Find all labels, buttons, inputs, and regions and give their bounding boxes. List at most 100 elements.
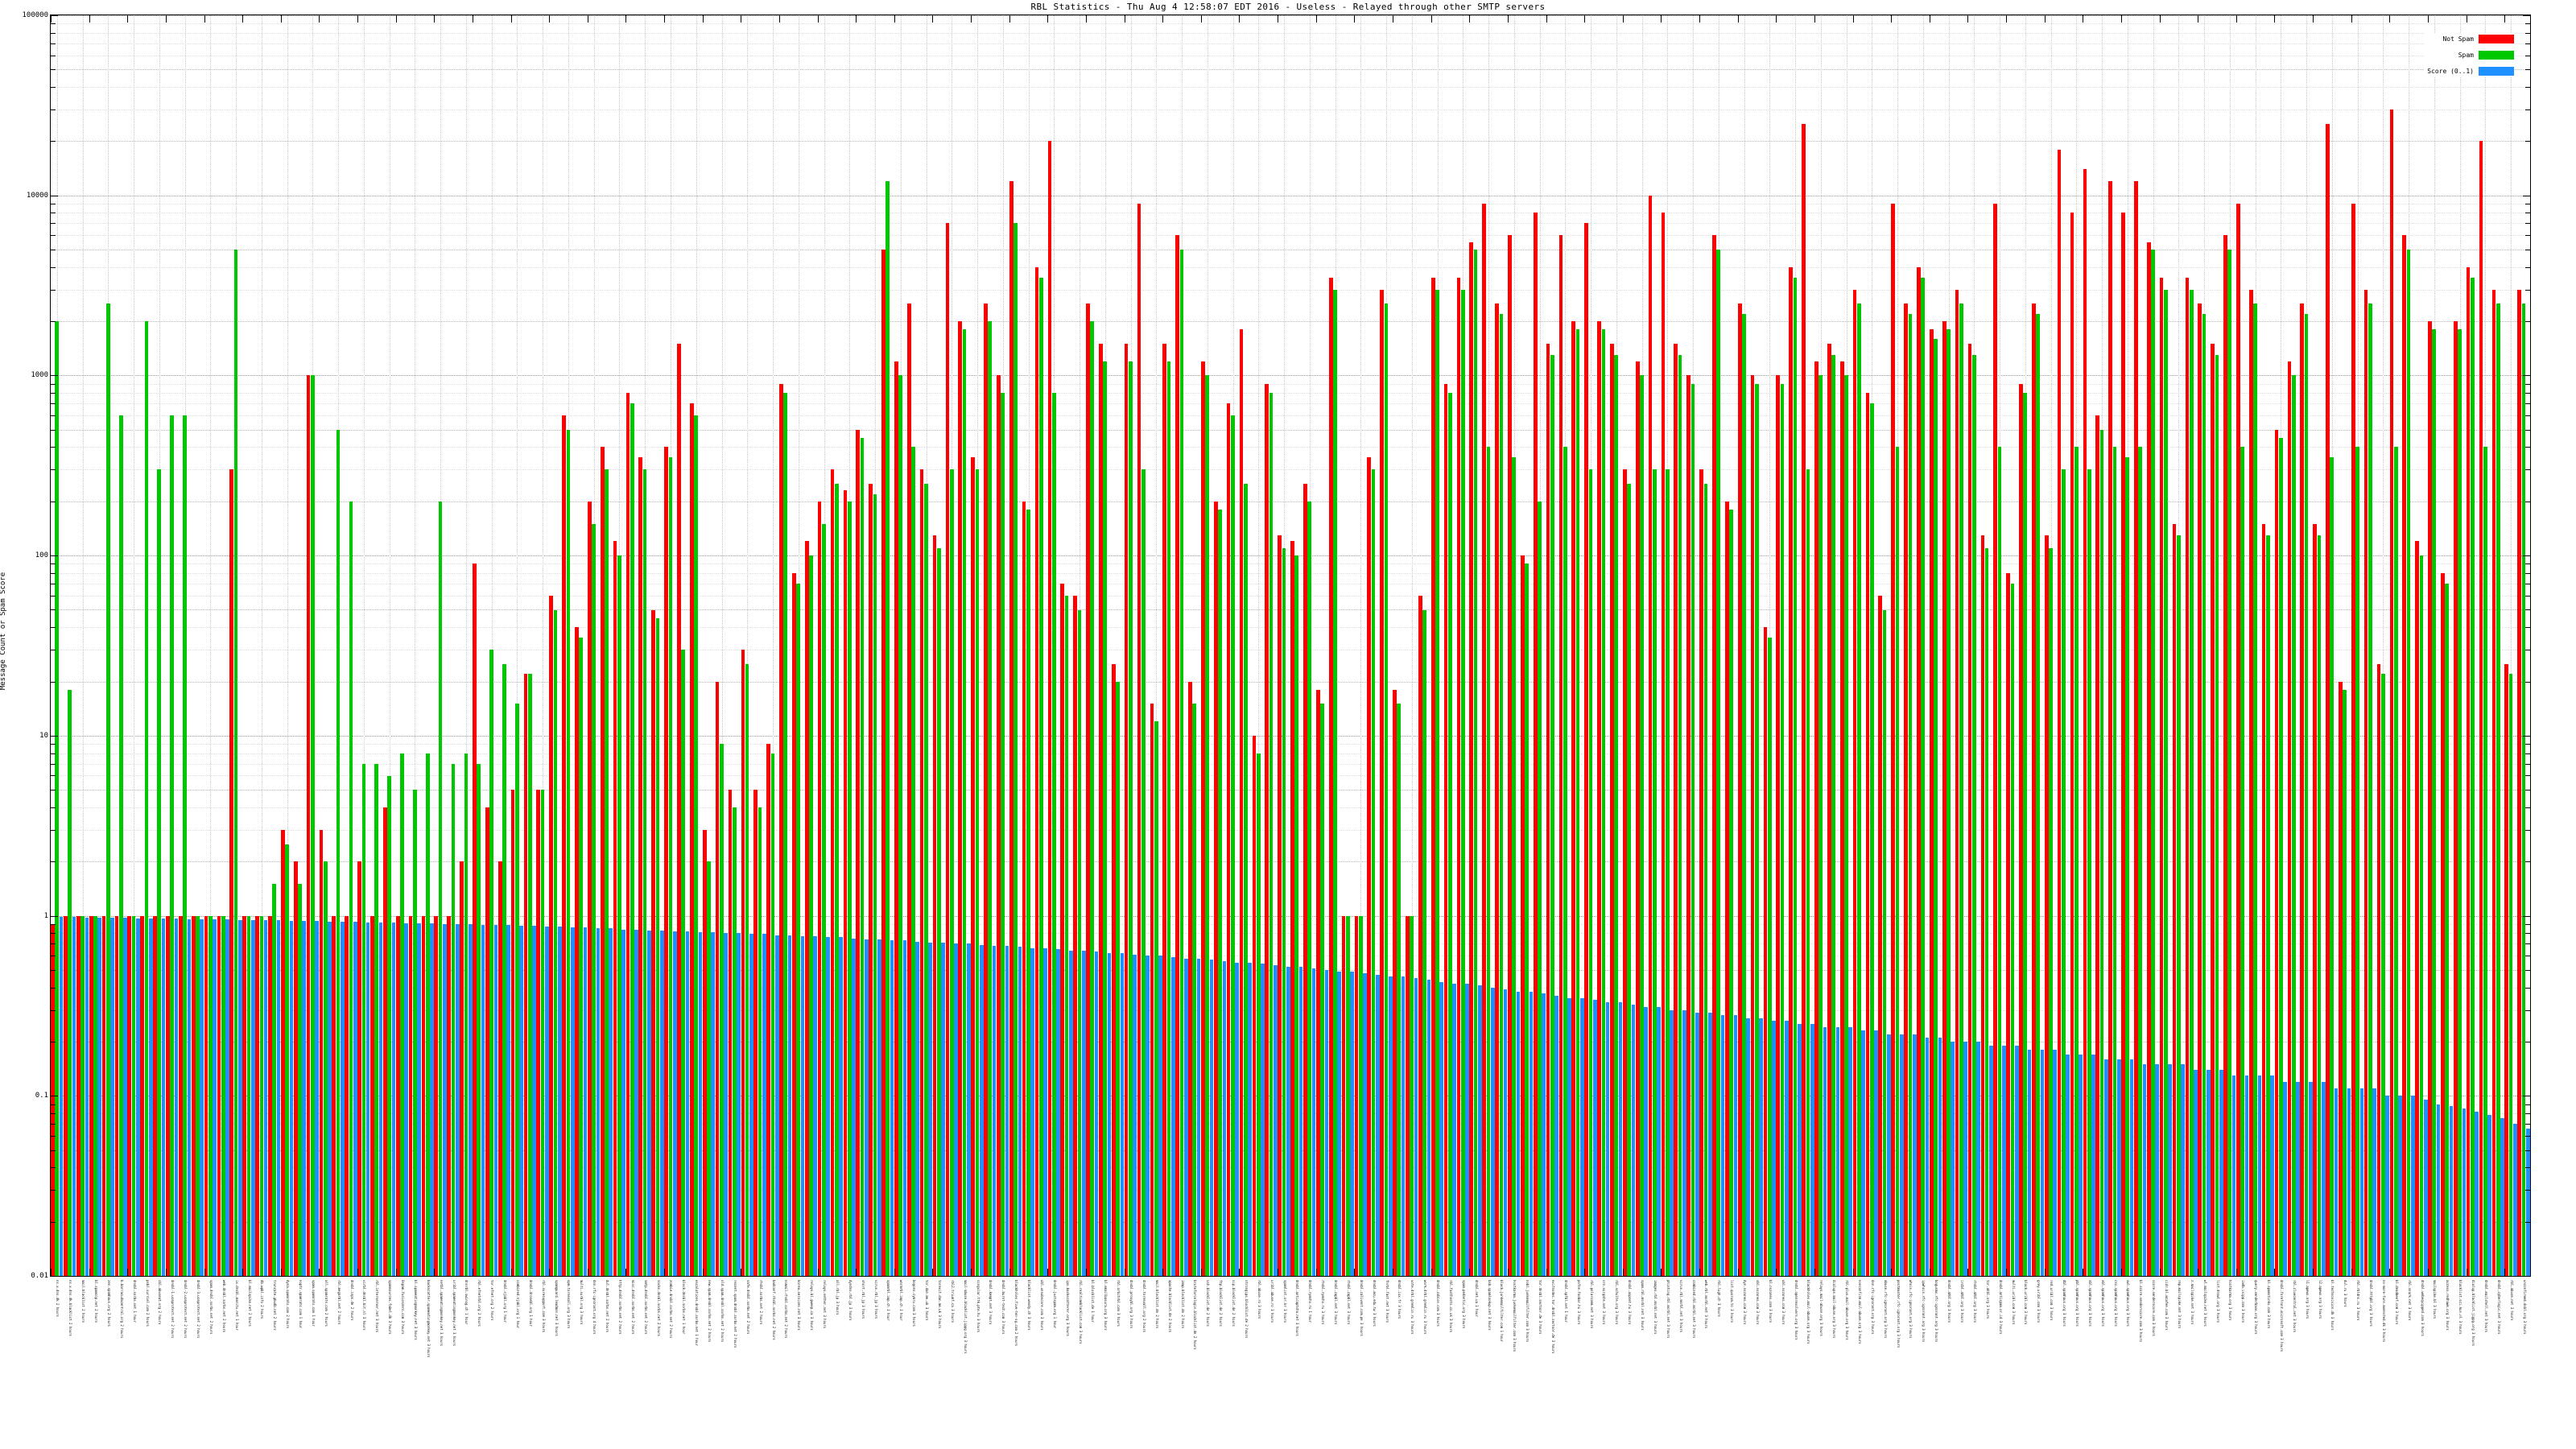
bar-spam xyxy=(477,763,481,1276)
bar-score xyxy=(506,924,511,1276)
bar-not-spam xyxy=(51,923,55,1276)
bar-score xyxy=(378,922,383,1276)
bar-group xyxy=(690,15,703,1276)
bar-score xyxy=(2372,1088,2377,1276)
bar-group xyxy=(242,15,255,1276)
bar-not-spam xyxy=(2044,535,2049,1276)
bar-score xyxy=(404,923,409,1276)
y-tick-mark xyxy=(2525,69,2530,71)
bar-score xyxy=(852,938,856,1276)
bar-group xyxy=(1328,15,1342,1276)
bar-score xyxy=(2321,1081,2326,1276)
x-tick-mark xyxy=(165,15,167,23)
x-tick-mark xyxy=(1699,15,1701,23)
x-tick-label: fnrbl.fast.net 3 hours xyxy=(1385,1280,1389,1323)
x-tick-label: tor.dnsbl.sectoor.de 3 hours xyxy=(1538,1280,1543,1335)
bar-score xyxy=(2066,1054,2070,1276)
bar-group xyxy=(2504,15,2517,1276)
bar-spam xyxy=(285,844,289,1276)
bar-not-spam xyxy=(2095,415,2100,1276)
bar-spam xyxy=(2291,375,2296,1276)
x-tick-label: dialup.blacklist.jippg.org 3 hours xyxy=(2471,1280,2476,1346)
bar-spam xyxy=(2151,250,2155,1276)
bar-group xyxy=(587,15,601,1276)
bar-group xyxy=(1763,15,1776,1276)
bar-score xyxy=(341,921,345,1276)
x-tick-mark xyxy=(357,15,359,23)
bar-spam xyxy=(1256,753,1261,1276)
legend-item-spam: Spam xyxy=(2458,51,2514,60)
bar-group xyxy=(804,15,818,1276)
y-tick-mark xyxy=(51,23,56,25)
bar-score xyxy=(85,917,89,1276)
y-tick-mark xyxy=(2523,735,2530,737)
y-tick-mark xyxy=(2525,447,2530,448)
bar-not-spam xyxy=(1904,303,1908,1276)
bar-score xyxy=(1670,1009,1674,1276)
bar-not-spam xyxy=(2083,169,2087,1276)
x-tick-mark xyxy=(1469,1269,1471,1276)
x-tick-label: dnsbl.net.ua 1 hour xyxy=(1474,1280,1479,1317)
legend-label-score: Score (0..1) xyxy=(2427,68,2474,75)
gridline-horizontal xyxy=(51,109,2530,110)
x-tick-label: new.spam.dnsbl.sorbs.net 2 hours xyxy=(708,1280,712,1343)
x-tick-label: smtp.dnsbl.sorbs.net 2 hours xyxy=(643,1280,648,1335)
bar-not-spam xyxy=(587,501,592,1276)
x-tick-label: z.mailspike.net 3 hours xyxy=(2190,1280,2194,1325)
bar-spam xyxy=(1154,721,1158,1276)
bar-score xyxy=(455,923,460,1276)
bar-score xyxy=(941,942,945,1276)
bar-spam xyxy=(1499,313,1504,1276)
x-tick-mark xyxy=(2274,1269,2276,1276)
x-tick-label: rbl.fasthosts.co.uk 3 hours xyxy=(1448,1280,1453,1333)
bar-group xyxy=(485,15,498,1276)
bar-spam xyxy=(1793,277,1798,1276)
bar-score xyxy=(2040,1050,2045,1276)
bar-not-spam xyxy=(1789,266,1794,1276)
x-tick-label: css.spamhaus.org 3 hours xyxy=(2113,1280,2118,1327)
x-tick-mark xyxy=(2120,1269,2122,1276)
bar-not-spam xyxy=(2313,523,2317,1276)
bar-group xyxy=(1674,15,1686,1276)
bar-score xyxy=(672,931,677,1276)
y-tick-mark xyxy=(2525,1135,2530,1137)
bar-spam xyxy=(886,181,890,1276)
bar-group xyxy=(715,15,729,1276)
bar-score xyxy=(2309,1081,2313,1276)
bar-score xyxy=(1759,1018,1763,1276)
bar-score xyxy=(2231,1075,2236,1276)
x-tick-label: rbl.suresupport.com 3 hours xyxy=(541,1280,546,1333)
bar-score xyxy=(1005,946,1009,1276)
gridline-vertical xyxy=(210,15,212,1276)
bar-not-spam xyxy=(2466,266,2471,1276)
bar-spam xyxy=(2125,457,2130,1276)
bar-group xyxy=(906,15,920,1276)
gridline-horizontal xyxy=(51,69,2530,71)
bar-not-spam xyxy=(1213,501,1218,1276)
gridline-horizontal xyxy=(51,1167,2530,1169)
bar-group xyxy=(1967,15,1980,1276)
bar-spam xyxy=(681,650,686,1276)
x-tick-label: bogusmx.rfc-ignorant.org 3 hours xyxy=(1934,1280,1939,1343)
bar-spam xyxy=(2164,289,2168,1276)
bar-score xyxy=(1912,1034,1917,1276)
bar-spam xyxy=(1818,375,1823,1276)
y-tick-mark xyxy=(51,375,58,377)
bar-not-spam xyxy=(817,501,822,1276)
bar-group xyxy=(613,15,626,1276)
y-tick-mark xyxy=(51,572,56,574)
bar-group xyxy=(293,15,307,1276)
bar-group xyxy=(2057,15,2070,1276)
bar-group xyxy=(306,15,320,1276)
bar-spam xyxy=(553,609,558,1276)
bar-score xyxy=(2116,1059,2121,1276)
bar-score xyxy=(609,928,613,1276)
bar-spam xyxy=(246,915,251,1276)
x-tick-label: dnsbl.mcu.edu.tw 3 hours xyxy=(1372,1280,1377,1327)
bar-score xyxy=(1682,1009,1686,1276)
bar-group xyxy=(497,15,511,1276)
x-tick-mark xyxy=(204,1269,205,1276)
bar-score xyxy=(1133,954,1137,1276)
gridline-vertical xyxy=(773,15,774,1276)
bar-spam xyxy=(809,555,813,1276)
